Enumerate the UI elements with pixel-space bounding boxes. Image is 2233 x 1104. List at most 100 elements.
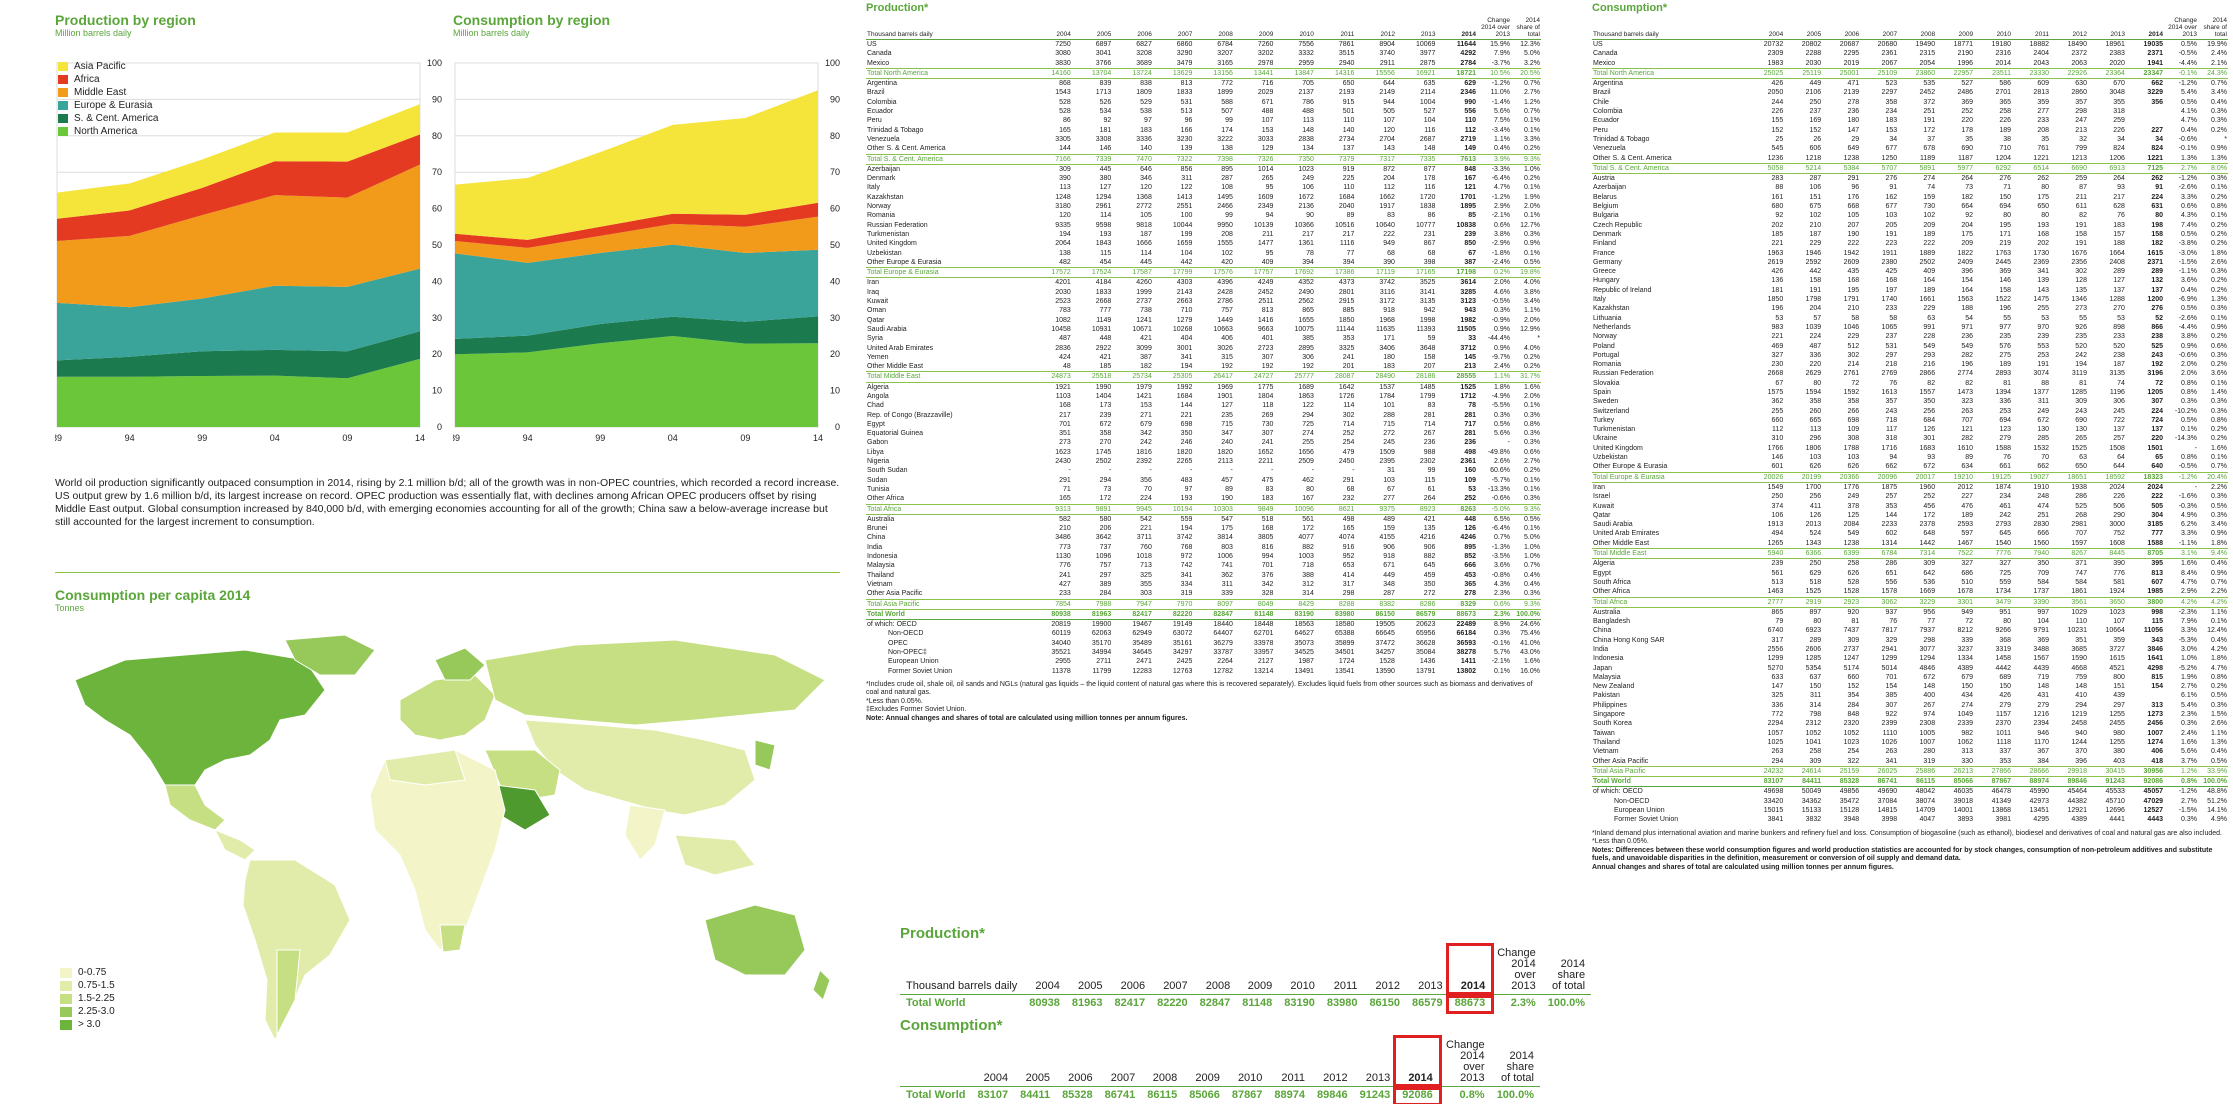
table-cell: 192 bbox=[1261, 363, 1274, 371]
change-cell: -44.4% bbox=[1487, 335, 1510, 343]
row-label: Israel bbox=[1593, 493, 1611, 501]
table-cell: 20687 bbox=[1839, 41, 1860, 48]
table-cell: 4443 bbox=[2147, 816, 2163, 824]
table-cell: 970 bbox=[2037, 323, 2049, 331]
table-cell: 2801 bbox=[1338, 288, 1355, 296]
table-cell: 1776 bbox=[1843, 483, 1860, 491]
change-cell: 3.1% bbox=[2164, 548, 2198, 560]
row-label: Sudan bbox=[867, 476, 888, 484]
table-cell: 9375 bbox=[1355, 503, 1396, 515]
table-cell: 37084 bbox=[1877, 797, 1898, 805]
table-cell: 34 bbox=[2117, 135, 2125, 143]
table-cell: 2233 bbox=[1881, 521, 1898, 529]
table-cell: 189 bbox=[1999, 361, 2012, 369]
table-cell: 980 bbox=[2113, 729, 2125, 737]
row-label: Lithuania bbox=[1593, 314, 1622, 322]
share-cell: 0.2% bbox=[2211, 193, 2227, 201]
table-cell: 253 bbox=[1999, 407, 2012, 415]
table-cell: 192 bbox=[1221, 363, 1233, 371]
table-cell: 130 bbox=[2037, 426, 2049, 434]
table-row: OPEC 34040 35170 35489 35161 36279 33978 35073 3… bbox=[866, 639, 1541, 648]
change-cell: 2.9% bbox=[1494, 203, 1510, 211]
share-cell: 0.2% bbox=[2211, 126, 2227, 134]
table-cell: 49698 bbox=[1763, 788, 1784, 796]
unit-label: Thousand barrels daily bbox=[866, 17, 1032, 40]
table-cell: 1775 bbox=[1257, 383, 1274, 391]
table-cell: 2838 bbox=[1298, 135, 1314, 143]
table-cell: 2915 bbox=[1338, 298, 1355, 306]
table-cell: 1025 bbox=[1767, 738, 1784, 746]
table-cell: 13847 bbox=[1274, 67, 1315, 80]
table-cell: 690 bbox=[2075, 416, 2087, 424]
table-cell: 2369 bbox=[2033, 258, 2049, 266]
table-cell: 1549 bbox=[1767, 483, 1784, 491]
row-label: China Hong Kong SAR bbox=[1593, 636, 1665, 644]
table-cell: 2511 bbox=[1258, 298, 1274, 306]
table-cell: 2395 bbox=[1379, 458, 1395, 466]
table-cell: 8923 bbox=[1395, 503, 1437, 515]
legend-label: Europe & Eurasia bbox=[74, 100, 153, 111]
table-cell: 1204 bbox=[1995, 154, 2012, 162]
table-cell: 302 bbox=[2075, 268, 2087, 276]
table-cell: 518 bbox=[1809, 578, 1822, 586]
table-row: Indonesia 1130 1096 1018 972 1006 994 1003 952 91… bbox=[866, 552, 1541, 561]
share-cell: 0.3% bbox=[2211, 175, 2227, 183]
row-label: European Union bbox=[1614, 807, 1665, 815]
table-cell: 737 bbox=[1099, 543, 1112, 551]
table-cell: 88974 bbox=[2012, 776, 2050, 788]
table-cell: 24232 bbox=[1746, 765, 1785, 778]
table-cell: 252 bbox=[1464, 495, 1476, 503]
share-cell: 20.4% bbox=[2198, 471, 2228, 483]
legend-swatch bbox=[58, 127, 68, 136]
table-row: Netherlands 983 1039 1046 1065 991 971 977 970 92… bbox=[1592, 323, 2228, 332]
share-cell: 1.0% bbox=[1524, 165, 1540, 173]
share-cell: 3.4% bbox=[2211, 521, 2227, 529]
table-cell: 1684 bbox=[1338, 193, 1355, 201]
table-cell: 586 bbox=[1999, 80, 2012, 88]
table-cell: 3893 bbox=[1957, 816, 1974, 824]
table-cell: 12527 bbox=[2143, 807, 2163, 815]
table-cell: 1960 bbox=[1919, 483, 1936, 491]
table-cell: 123 bbox=[1999, 426, 2012, 434]
table-row: Finland 221 229 222 223 222 209 219 202 191 188 182… bbox=[1592, 239, 2228, 248]
table-cell: 137 bbox=[2113, 426, 2125, 434]
share-cell: 0.3% bbox=[1524, 230, 1540, 238]
table-cell: 421 bbox=[1423, 515, 1436, 523]
table-cell: 824 bbox=[2113, 145, 2125, 153]
table-cell: 208 bbox=[2037, 126, 2049, 134]
table-cell: 209 bbox=[1961, 240, 1974, 248]
table-cell: 182 bbox=[1140, 363, 1152, 371]
table-cell: 313 bbox=[1961, 748, 1974, 756]
table-row: European Union 15015 15133 15128 14815 14709 1… bbox=[1592, 806, 2228, 815]
table-cell: 73 bbox=[1103, 485, 1112, 493]
table-cell: 120 bbox=[1059, 212, 1071, 220]
summary-value: 82847 bbox=[1193, 994, 1237, 1011]
table-cell: 3033 bbox=[1257, 135, 1274, 143]
change-cell: 3.9% bbox=[1477, 153, 1511, 165]
table-cell: 1540 bbox=[1995, 539, 2012, 547]
table-cell: 1700 bbox=[1805, 483, 1822, 491]
table-cell: 1265 bbox=[1767, 539, 1784, 547]
consumption-y-tick-label: 50 bbox=[830, 240, 840, 250]
table-cell: 1560 bbox=[2033, 539, 2049, 547]
table-cell: 126 bbox=[1923, 426, 1936, 434]
table-cell: 645 bbox=[1423, 562, 1436, 570]
table-cell: 971 bbox=[1961, 323, 1974, 331]
table-cell: 12763 bbox=[1172, 667, 1193, 675]
change-cell: 8.9% bbox=[1494, 621, 1510, 629]
row-label: Total Africa bbox=[1592, 596, 1747, 608]
production-y-tick-label: 80 bbox=[432, 131, 442, 141]
table-cell: 64 bbox=[2117, 454, 2125, 462]
table-cell: 197 bbox=[1885, 286, 1898, 294]
table-cell: 280 bbox=[1923, 748, 1936, 756]
consumption-x-tick-label: 09 bbox=[740, 433, 750, 443]
row-label: Iraq bbox=[867, 288, 880, 296]
table-cell: 1475 bbox=[2033, 296, 2049, 304]
table-cell: 254 bbox=[1847, 748, 1860, 756]
table-cell: 102 bbox=[1809, 212, 1822, 220]
table-cell: 897 bbox=[1809, 608, 1822, 616]
change-cell: -1.2% bbox=[2178, 175, 2197, 183]
table-cell: 153 bbox=[1261, 126, 1274, 134]
table-cell: 1294 bbox=[1095, 193, 1112, 201]
year-header: 2005 bbox=[1784, 17, 1823, 40]
